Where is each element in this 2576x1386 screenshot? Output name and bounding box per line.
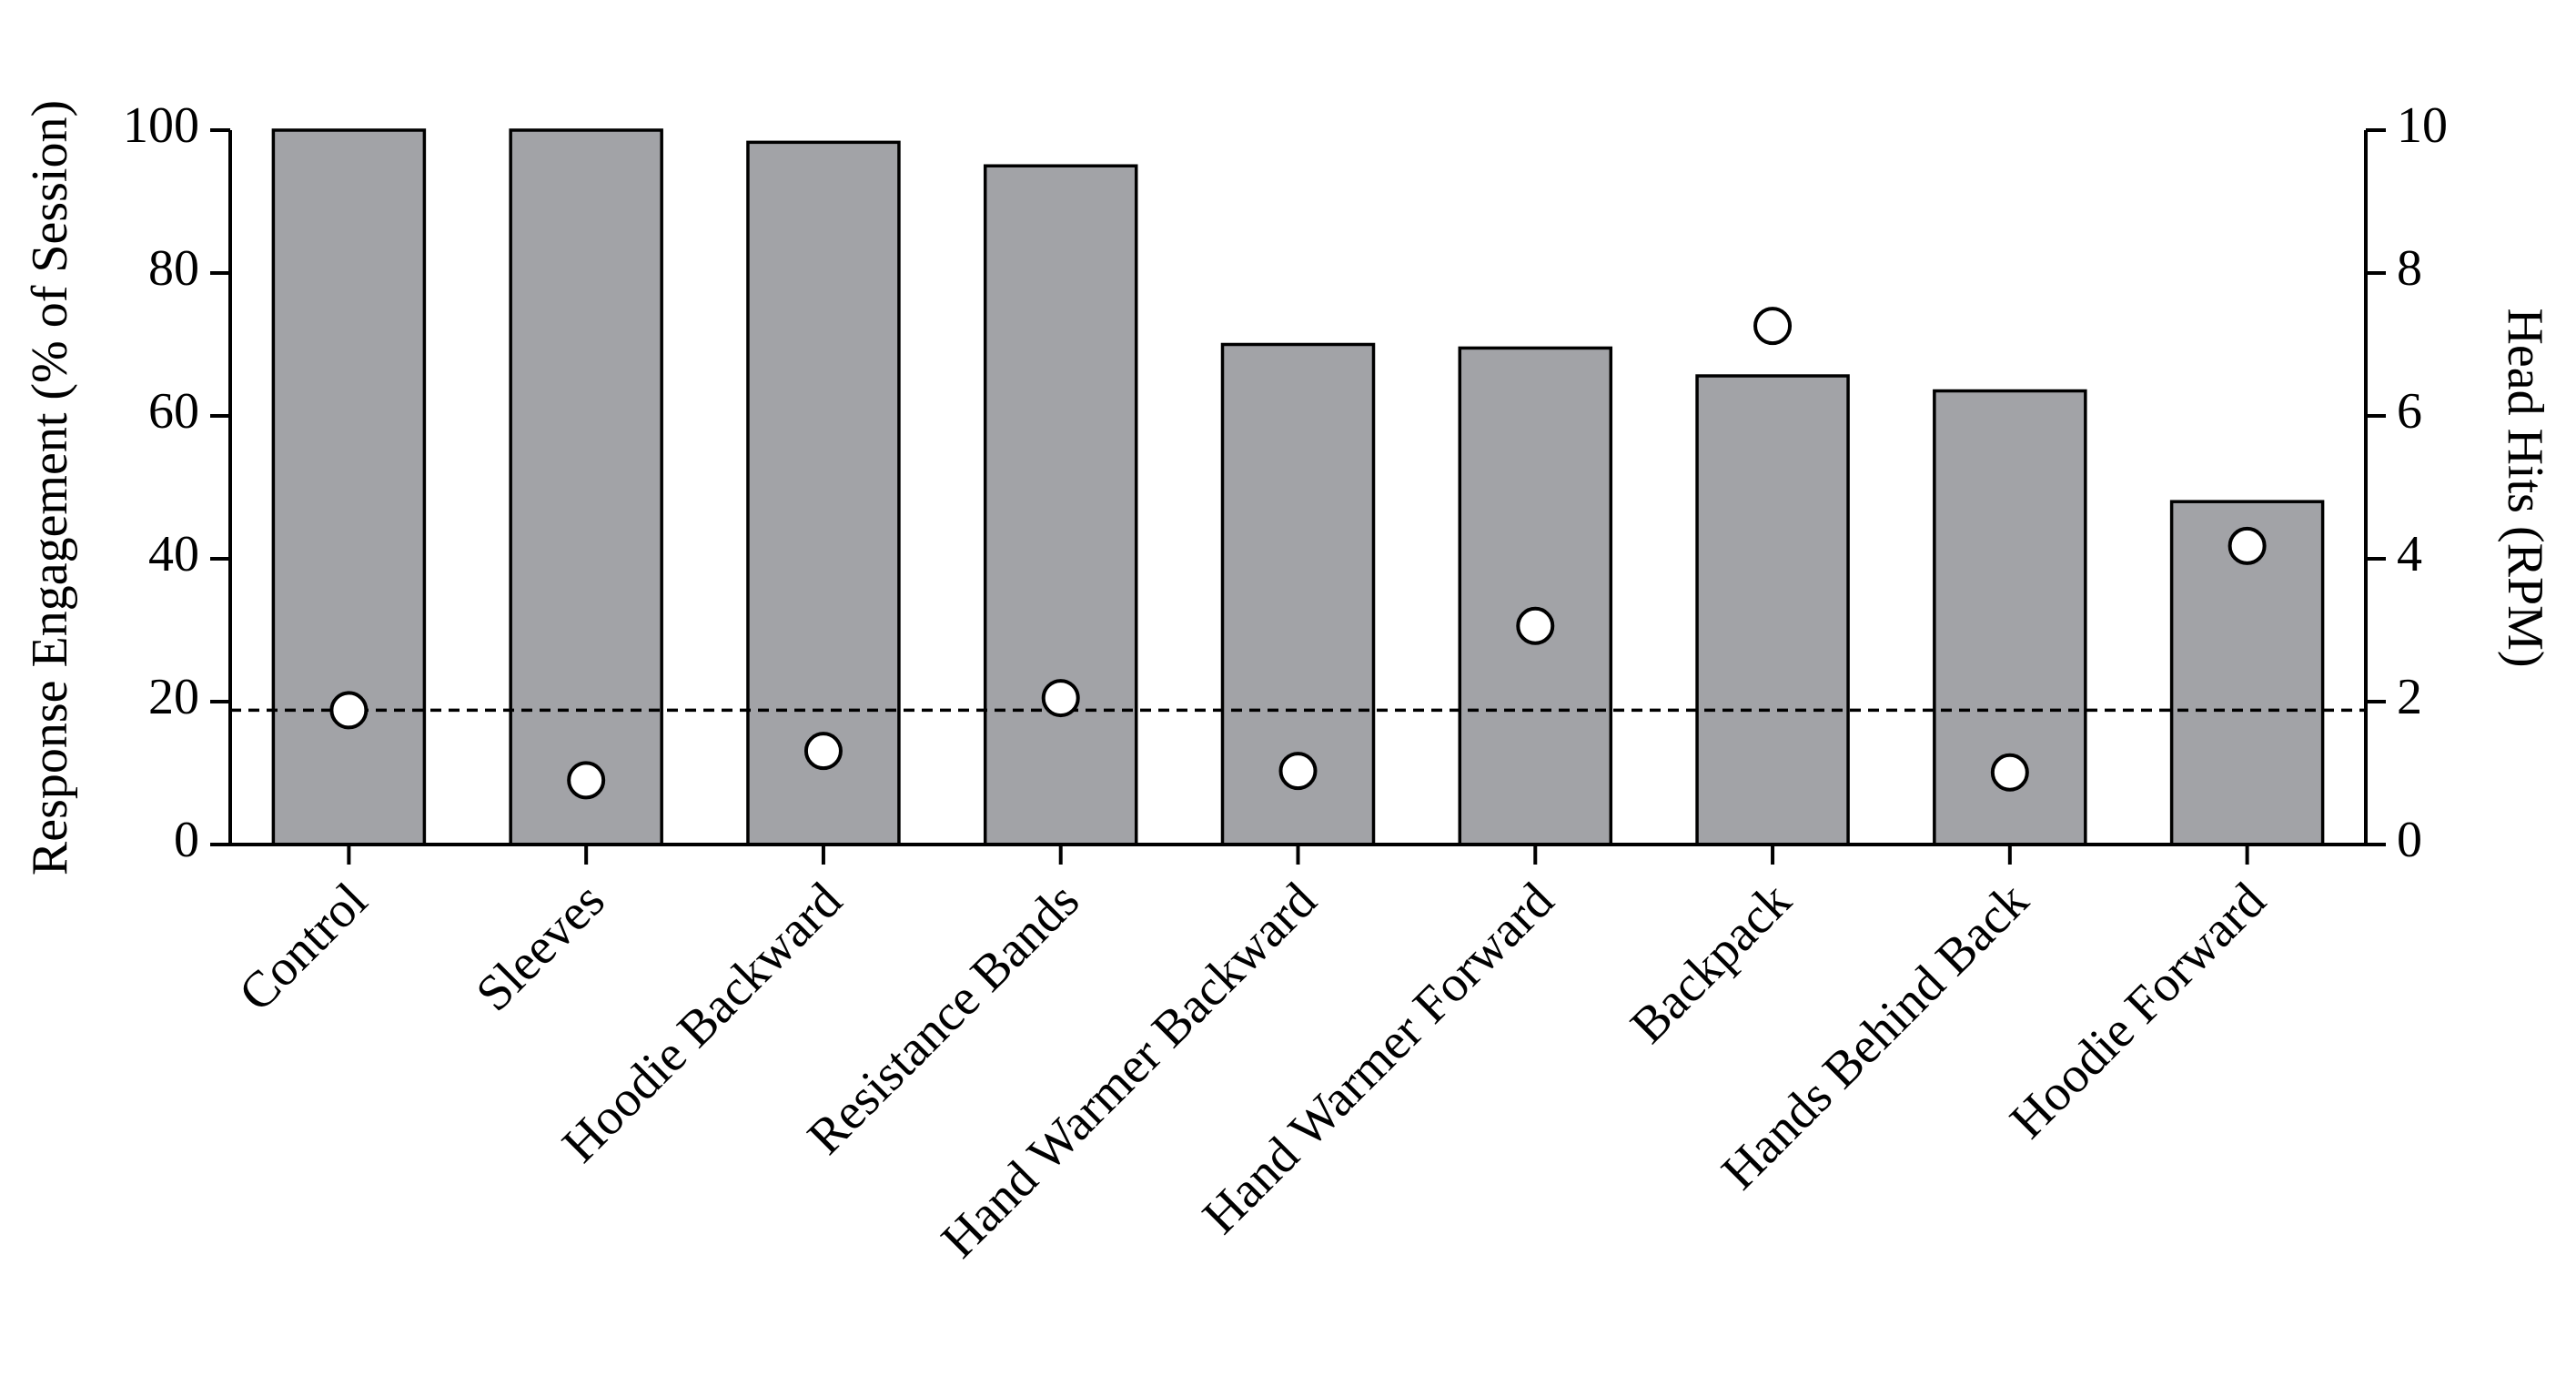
bar [509, 128, 663, 846]
point [803, 732, 843, 771]
bar [746, 140, 901, 846]
y2-tick-label: 4 [2397, 526, 2422, 582]
x-tick-label: Backpack [1620, 872, 1802, 1054]
x-tick-label: Control [228, 872, 379, 1022]
bar [1458, 346, 1613, 846]
point [1753, 307, 1793, 346]
y-tick-label: 100 [123, 97, 199, 154]
bar [1933, 389, 2087, 846]
y2-tick-label: 2 [2397, 669, 2422, 725]
y-tick-label: 20 [148, 669, 199, 725]
y-axis-title: Response Engagement (% of Session) [22, 100, 78, 875]
x-tick-label: Hoodie Forward [1999, 872, 2276, 1148]
y-tick-label: 40 [148, 526, 199, 582]
y-tick-label: 0 [174, 812, 199, 868]
y2-tick-label: 6 [2397, 383, 2422, 440]
point [1990, 753, 2029, 792]
y-tick-label: 60 [148, 383, 199, 440]
y2-tick-label: 10 [2397, 97, 2448, 154]
point [1516, 606, 1555, 645]
point [567, 761, 606, 800]
point [1041, 679, 1080, 718]
point [1278, 752, 1318, 791]
bar [271, 128, 427, 846]
point [329, 691, 369, 730]
point [2227, 526, 2267, 565]
y2-tick-label: 0 [2397, 812, 2422, 868]
y2-axis-title: Head Hits (RPM) [2497, 308, 2553, 667]
bar [1695, 374, 1850, 846]
y-tick-label: 80 [148, 240, 199, 297]
x-tick-label: Sleeves [466, 872, 616, 1022]
y2-tick-label: 8 [2397, 240, 2422, 297]
bar [983, 164, 1138, 846]
